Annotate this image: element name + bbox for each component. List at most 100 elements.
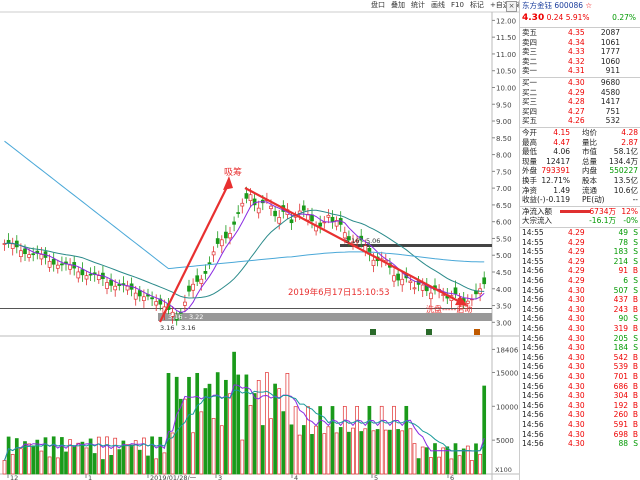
- tick-price: 4.30: [568, 295, 585, 305]
- tick-row: 14:56 4.30 88 S: [522, 439, 638, 449]
- volume-bar: [277, 388, 282, 475]
- tick-time: 14:56: [522, 333, 544, 343]
- volume-bar: [256, 380, 261, 475]
- level-price: 4.33: [568, 47, 585, 57]
- volume-bar: [433, 443, 437, 475]
- tick-price: 4.29: [568, 256, 585, 266]
- flow-row: 大宗流入 -16.1万 -0%: [522, 216, 638, 226]
- volume-bar: [408, 428, 413, 475]
- candle-body: [137, 290, 142, 297]
- volume-bar: [207, 383, 212, 475]
- kline-chart[interactable]: 12.00 11.50 11.00 10.50 10.00 9.50 9.00 8.50 8.0…: [0, 0, 519, 480]
- y-tick-label: 12.00: [496, 17, 516, 25]
- candle-body: [334, 220, 339, 227]
- tick-row: 14:56 4.30 542 B: [522, 353, 638, 363]
- y-tick-label: 5.00: [496, 252, 512, 260]
- candle-body: [244, 193, 249, 199]
- stock-code: 600086: [554, 1, 584, 10]
- toolbar-item[interactable]: F10: [451, 1, 464, 9]
- candle-body: [88, 273, 93, 276]
- stat-label: 市值: [582, 147, 597, 157]
- tick-time: 14:56: [522, 276, 544, 285]
- level-label: 买二: [522, 87, 537, 97]
- tick-price: 4.30: [568, 420, 585, 429]
- volume-bar: [351, 427, 355, 475]
- volume-bar: [330, 406, 335, 475]
- stat-value: 12.71%: [541, 176, 570, 185]
- tick-price: 4.30: [568, 324, 585, 333]
- volume-bar: [383, 429, 388, 475]
- stat-value: 10.6亿: [613, 185, 638, 195]
- ma-line-short: [4, 201, 485, 313]
- toolbar-item[interactable]: 统计: [411, 1, 425, 9]
- candle-body: [31, 253, 36, 256]
- stat-label: 流通: [582, 185, 597, 195]
- volume-bar: [347, 431, 351, 475]
- volume-bar: [429, 457, 433, 475]
- divider: [520, 205, 640, 207]
- tick-time: 14:56: [522, 295, 544, 305]
- toolbar-item[interactable]: +自选: [489, 1, 510, 9]
- tick-price: 4.30: [568, 333, 585, 343]
- close-icon[interactable]: ×: [506, 1, 517, 12]
- candle-body: [453, 287, 458, 295]
- tick-direction: B: [632, 381, 638, 391]
- stat-row: 外盘 793391 内盘 550227: [522, 166, 638, 176]
- tick-direction: S: [633, 256, 638, 266]
- tick-time: 14:56: [522, 343, 544, 353]
- volume-bar: [72, 446, 77, 475]
- tick-row: 14:55 4.29 214 S: [522, 257, 638, 267]
- divider: [520, 227, 640, 228]
- volume-bar: [236, 374, 241, 475]
- flow-label: 净流入额: [522, 206, 552, 216]
- annotation-xichou: 吸筹: [224, 166, 242, 178]
- tick-row: 14:56 4.30 701 B: [522, 372, 638, 382]
- toolbar-item[interactable]: 叠加: [391, 1, 405, 9]
- candle-body: [23, 248, 27, 255]
- candle-body: [199, 278, 204, 284]
- quote-panel: 东方金钰 600086 ☆ 4.30 0.24 5.91% 0.27% 卖五 4.…: [519, 0, 640, 480]
- stat-value: 58.1亿: [613, 147, 638, 157]
- volume-bar: [80, 441, 85, 475]
- tick-direction: S: [633, 333, 638, 343]
- volume-bar: [306, 406, 310, 475]
- tick-price: 4.30: [568, 362, 585, 372]
- volume-bar: [297, 434, 302, 475]
- sell-level: 卖四 4.34 1061: [522, 38, 638, 48]
- tick-time: 14:55: [522, 228, 544, 237]
- volume-bar: [367, 405, 372, 475]
- toolbar-item[interactable]: 盘口: [371, 1, 385, 9]
- volume-bar: [101, 459, 105, 475]
- toolbar-item[interactable]: 标记: [469, 1, 484, 9]
- star-icon[interactable]: ☆: [585, 1, 593, 10]
- candle-body: [68, 264, 72, 270]
- volume-bar: [334, 432, 339, 475]
- volume-bar: [252, 393, 257, 475]
- volume-bar: [27, 443, 31, 475]
- tick-volume: 260: [613, 410, 628, 420]
- tick-volume: 183: [613, 247, 628, 257]
- tick-direction: B: [632, 295, 638, 305]
- candle-body: [47, 260, 52, 268]
- tick-price: 4.29: [568, 237, 585, 247]
- level-price: 4.35: [568, 28, 585, 37]
- candle-body: [133, 292, 138, 300]
- x-tick-label: 3: [218, 474, 222, 480]
- flow-pct: -0%: [623, 216, 638, 226]
- tick-direction: B: [632, 400, 638, 410]
- candle-body: [400, 278, 405, 286]
- tick-volume: 686: [613, 381, 628, 391]
- tick-volume: 88: [618, 439, 628, 449]
- tick-time: 14:56: [522, 324, 544, 333]
- toolbar-item[interactable]: 画线: [431, 1, 445, 9]
- stat-value: -0.119: [545, 195, 570, 205]
- flow-row: 净流入额 6734万 12%: [522, 207, 638, 217]
- candle-body: [187, 285, 191, 292]
- candle-body: [51, 258, 56, 265]
- tick-volume: 319: [613, 324, 628, 333]
- volume-bar: [109, 454, 113, 475]
- buy-level: 买二 4.29 4580: [522, 88, 638, 98]
- buy-level: 买四 4.27 751: [522, 107, 638, 117]
- vol-ma-long: [4, 389, 485, 461]
- tick-direction: S: [633, 439, 638, 449]
